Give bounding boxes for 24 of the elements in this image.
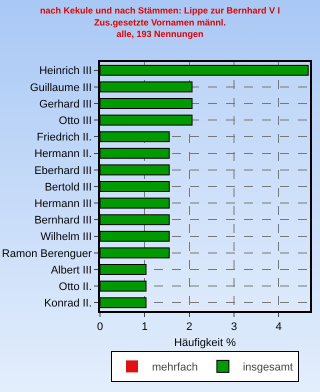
y-tick-label: Gerhard III <box>39 98 92 110</box>
y-tick-label: Bernhard III <box>34 214 92 227</box>
legend-label: mehrfach <box>152 362 198 374</box>
x-tick-label: 4 <box>276 321 282 334</box>
y-tick-label: Albert III <box>50 264 92 276</box>
x-tick-label: 0 <box>96 321 104 334</box>
x-tick-label: 2 <box>186 321 192 334</box>
y-tick-label: Hermann II. <box>34 148 92 160</box>
x-tick-label: 3 <box>230 321 238 334</box>
y-tick-label: Guillaume III <box>30 82 92 94</box>
y-tick-label: Eberhard III <box>34 164 92 177</box>
y-tick-label: Bertold III <box>44 181 92 194</box>
y-tick-label: Otto III <box>58 114 92 127</box>
y-tick-label: Wilhelm III <box>40 231 92 244</box>
y-tick-label: Ramon Berenguer <box>2 248 92 260</box>
x-tick-label: 1 <box>142 321 148 334</box>
legend-label: insgesamt <box>242 362 293 374</box>
y-tick-label: Konrad II. <box>44 298 92 310</box>
y-tick-label: Hermann III <box>34 198 92 210</box>
y-tick-label: Otto II. <box>58 280 92 293</box>
y-tick-label: Friedrich II. <box>36 132 92 144</box>
y-tick-label: Heinrich III <box>39 65 92 78</box>
chart-title: nach Kekule und nach Stämmen: Lippe zur Bernhard V I Zus.gesetzte Vornamen männl. alle, 193 Nennungen <box>40 6 280 40</box>
x-axis-title: Häufigkeit % <box>174 336 236 349</box>
